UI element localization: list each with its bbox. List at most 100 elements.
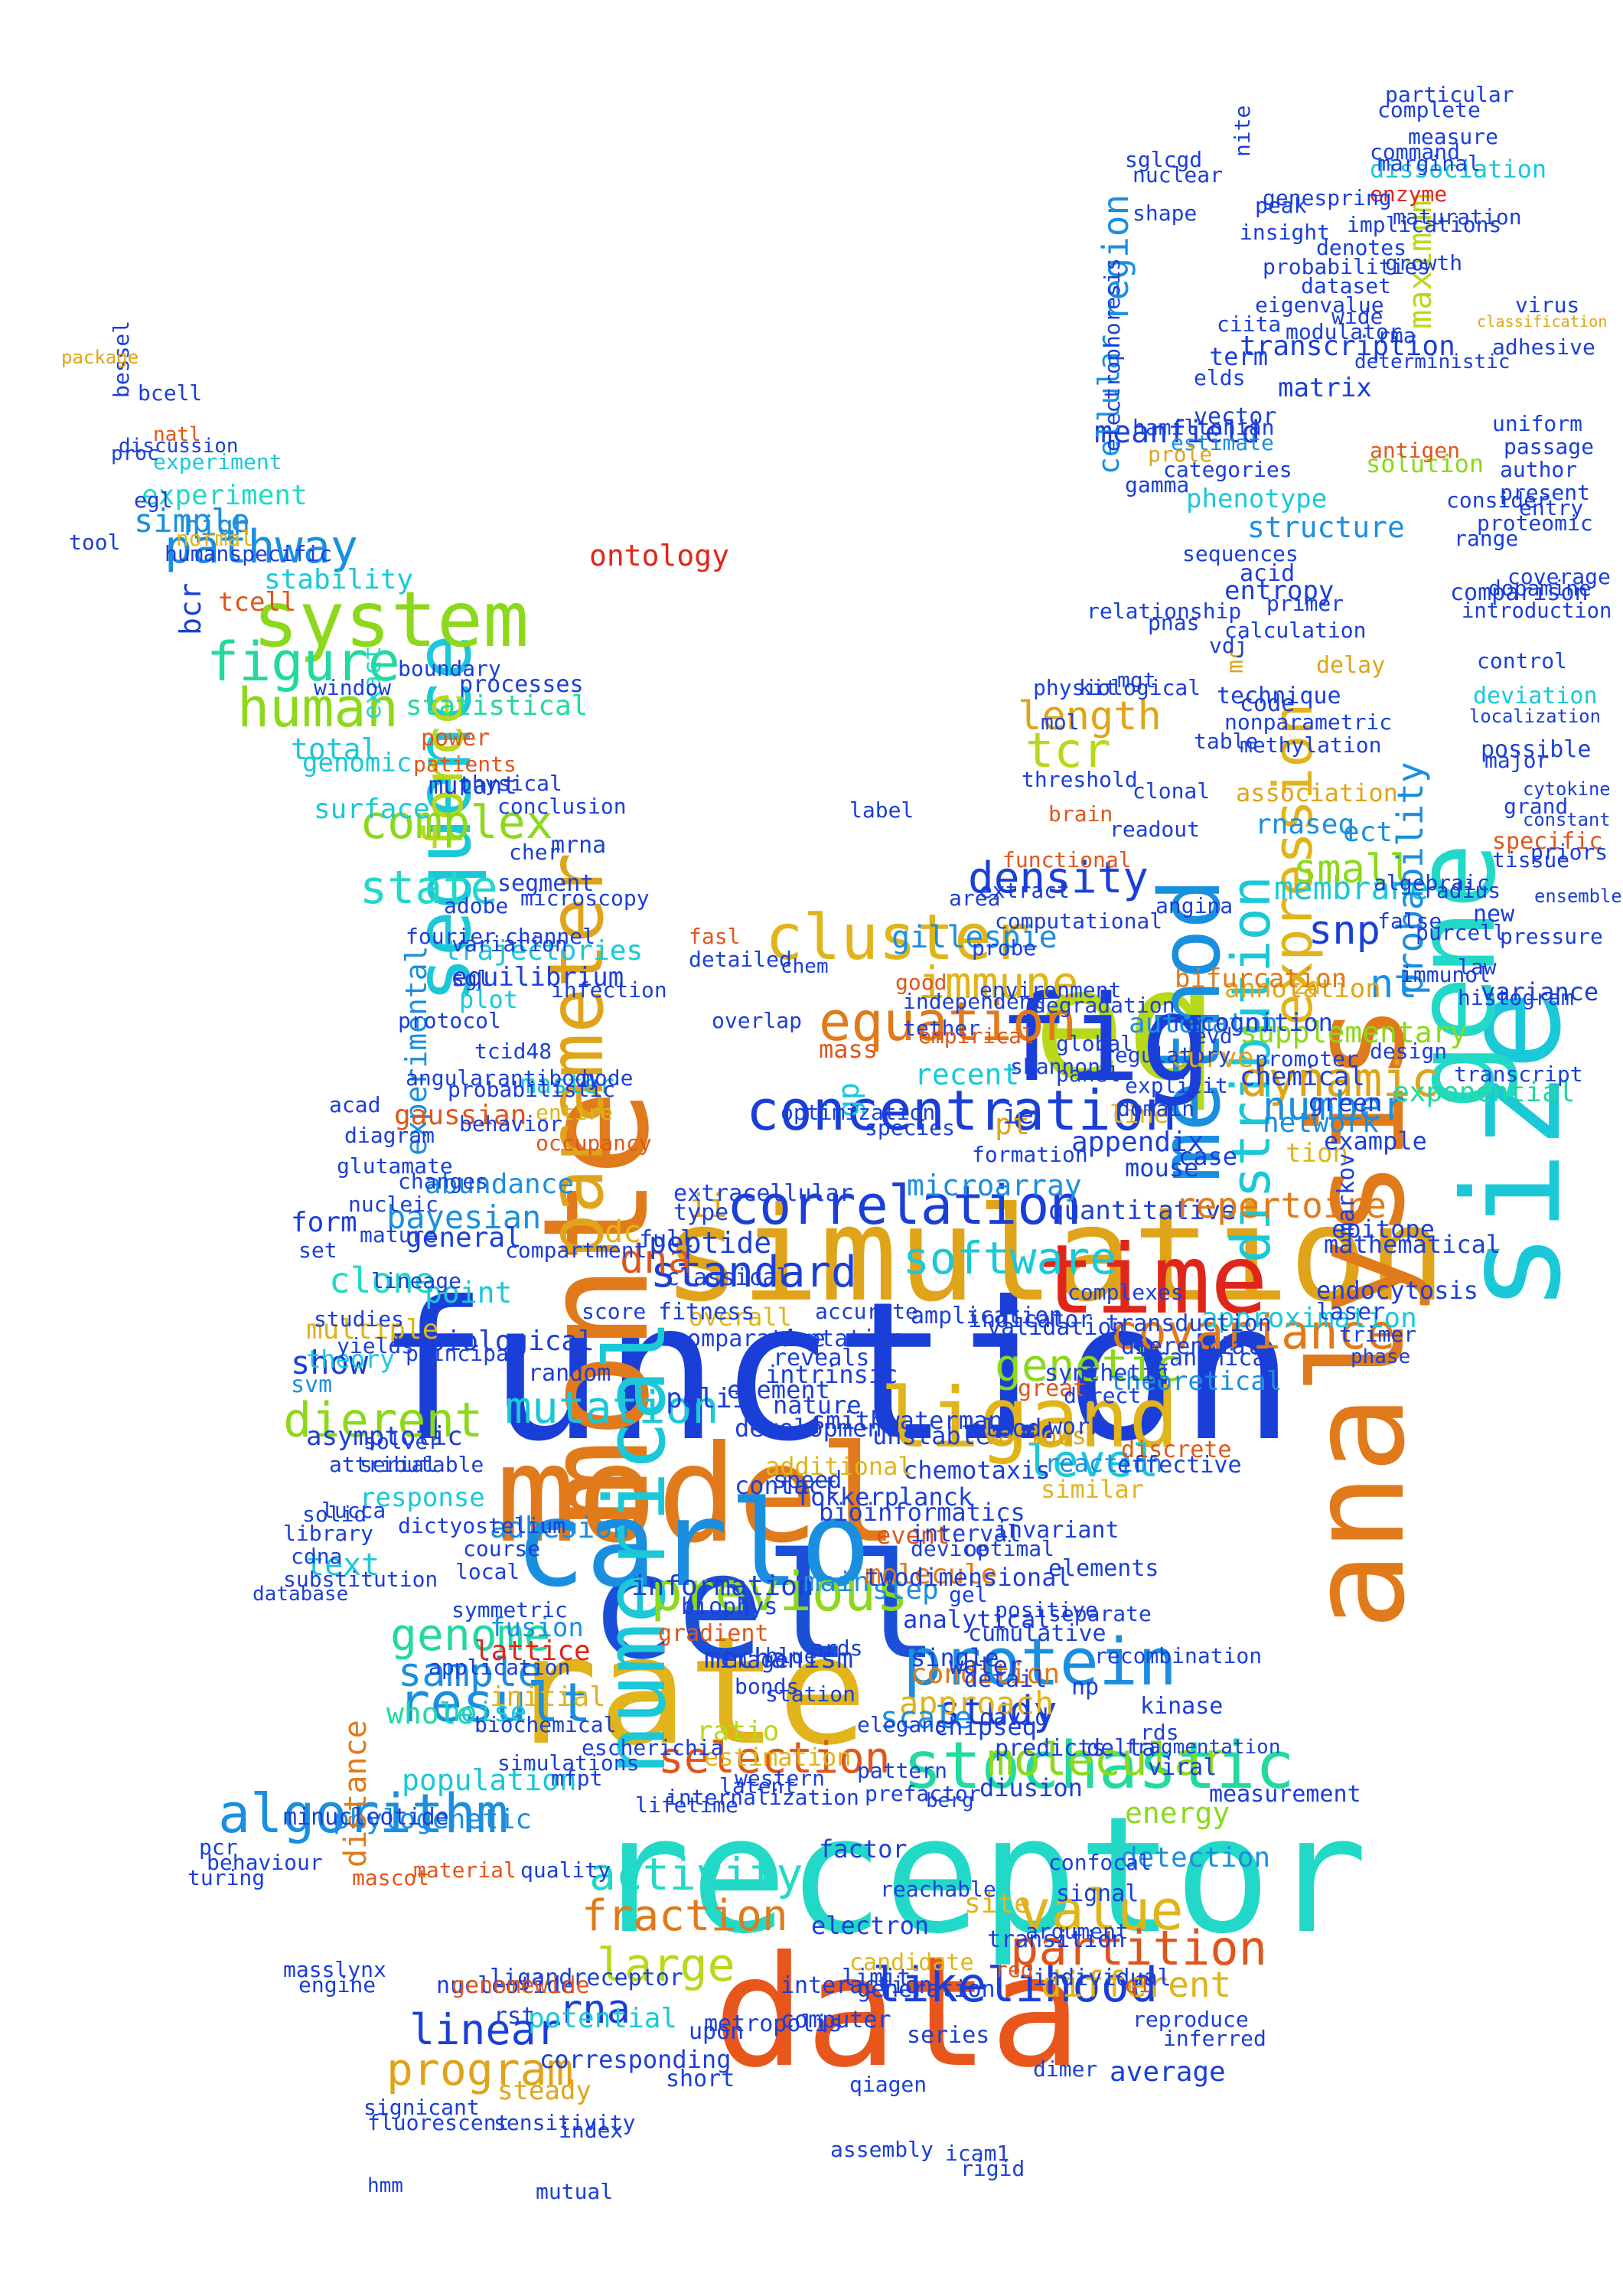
cloud-word: regulatory [1102, 1042, 1231, 1068]
cloud-word: course [463, 1536, 541, 1561]
cloud-word: nature [773, 1391, 862, 1420]
cloud-word: blue [765, 1643, 817, 1668]
cloud-word: natl [153, 423, 201, 446]
cloud-word: function [373, 1261, 1295, 1483]
cloud-word: glutamate [337, 1153, 453, 1179]
cloud-word: angina [1155, 893, 1234, 918]
cloud-word: rna [559, 1987, 631, 2033]
cloud-word: chipseq [934, 1712, 1037, 1741]
cloud-word: standard [650, 1247, 857, 1297]
cloud-word: complete [1377, 97, 1481, 122]
cloud-word: kit [1079, 675, 1118, 700]
cloud-word: mrna [551, 832, 607, 859]
cloud-word: text [306, 1548, 380, 1583]
cloud-word: event [876, 1521, 950, 1550]
cloud-word: bcell [138, 380, 203, 406]
cloud-word: ligand [880, 1371, 1179, 1466]
cloud-word: response [360, 1482, 485, 1513]
cloud-word: internalization [666, 1785, 859, 1810]
cloud-word: histogram [1458, 985, 1574, 1010]
cloud-word: general [406, 1222, 522, 1254]
cloud-word: optimization [781, 1100, 936, 1125]
cloud-word: technique [1217, 683, 1341, 709]
cloud-word: discrete [1121, 1437, 1232, 1463]
cloud-word: genomewide [451, 1972, 590, 1999]
cloud-word: minucleotide [283, 1804, 449, 1831]
cloud-word: growth [1385, 250, 1463, 276]
cloud-word: virus [1515, 292, 1580, 318]
cloud-word: bayesian [386, 1199, 542, 1236]
cloud-word: genespring [1263, 185, 1392, 210]
cloud-word: lifetime [635, 1792, 738, 1818]
cloud-word: automaton [1129, 1008, 1279, 1039]
cloud-word: ratio [696, 1716, 780, 1747]
cloud-word: line [1110, 1100, 1169, 1129]
cloud-word: processes [459, 671, 584, 698]
cloud-word: high [184, 510, 250, 542]
cloud-word: mature [360, 1222, 438, 1247]
cloud-word: meanfield [1094, 415, 1260, 450]
cloud-word: phylogenetic [333, 1804, 533, 1835]
cloud-word: independent [903, 989, 1045, 1014]
cloud-word: dynamic [1240, 1052, 1440, 1107]
cloud-word: device [911, 1536, 989, 1561]
cloud-word: implications [1347, 212, 1502, 237]
cloud-word: primer [1266, 591, 1344, 616]
cloud-word: solution [1366, 449, 1484, 478]
cloud-word: dna [620, 1237, 692, 1283]
cloud-word: specific [1492, 828, 1603, 855]
cloud-word: antigen [1370, 438, 1461, 463]
cloud-word: computer [781, 2007, 891, 2033]
cloud-word: engine [298, 1972, 376, 1998]
cloud-word: application [429, 1655, 571, 1680]
cloud-word: lineage [371, 1268, 462, 1293]
cloud-word: ontology [589, 539, 730, 572]
cloud-word: study [937, 1688, 1058, 1734]
cloud-word: ligandreceptor [490, 1965, 683, 1991]
cloud-word: tool [69, 530, 121, 555]
cloud-word: mutual [536, 2179, 614, 2204]
cloud-word: generation [857, 1976, 996, 2003]
cloud-word: asymptotic [306, 1421, 463, 1452]
cloud-word: behaviour [207, 1850, 323, 1875]
cloud-word: image [719, 1647, 789, 1674]
cloud-word: q1 [1125, 1972, 1151, 1998]
cloud-word: condition [911, 1658, 1061, 1690]
cloud-word: detail [964, 1666, 1048, 1693]
cloud-word: environment [979, 977, 1122, 1003]
cloud-word: mascot [352, 1865, 430, 1890]
cloud-word: density [968, 853, 1149, 903]
cloud-word: experiment [153, 449, 282, 475]
cloud-word: simple [134, 502, 250, 540]
cloud-word: constant [1523, 809, 1611, 830]
cloud-word: annotation [1224, 974, 1381, 1004]
cloud-word: great [1018, 1375, 1087, 1402]
cloud-word: gillespie [891, 920, 1058, 955]
cloud-word: peptide [649, 1226, 772, 1260]
cloud-word: gamma [1125, 472, 1190, 497]
cloud-word: consider [1446, 488, 1550, 513]
cloud-word: estimation [704, 1743, 852, 1772]
cloud-word: icam1 [945, 2141, 1010, 2166]
cloud-word: brain [1048, 801, 1113, 827]
cloud-word: biological [429, 1326, 595, 1357]
cloud-word: speed [773, 1467, 842, 1494]
cloud-word: delta [1087, 1735, 1156, 1762]
cloud-word: elegans [857, 1712, 948, 1737]
cloud-word: exponential [1393, 1077, 1576, 1108]
cloud-word: nucleic [348, 1192, 439, 1217]
cloud-word: chem [781, 955, 829, 978]
cloud-word: mutant [429, 771, 517, 800]
cloud-word: limit [842, 1965, 911, 1991]
cloud-word: transduction [1106, 1310, 1272, 1337]
cloud-word: rds [1140, 1720, 1179, 1745]
cloud-word: patients [413, 752, 517, 777]
cloud-word: yields [337, 1333, 415, 1358]
cloud-word: discussion [119, 435, 239, 458]
cloud-word: recognition [1171, 1008, 1333, 1037]
cloud-word: effective [1117, 1452, 1242, 1479]
cloud-word: reveals [773, 1345, 870, 1371]
cloud-word: ensemble [1534, 885, 1622, 907]
cloud-word: changes [398, 1169, 489, 1194]
cloud-word: bcr [174, 582, 207, 635]
